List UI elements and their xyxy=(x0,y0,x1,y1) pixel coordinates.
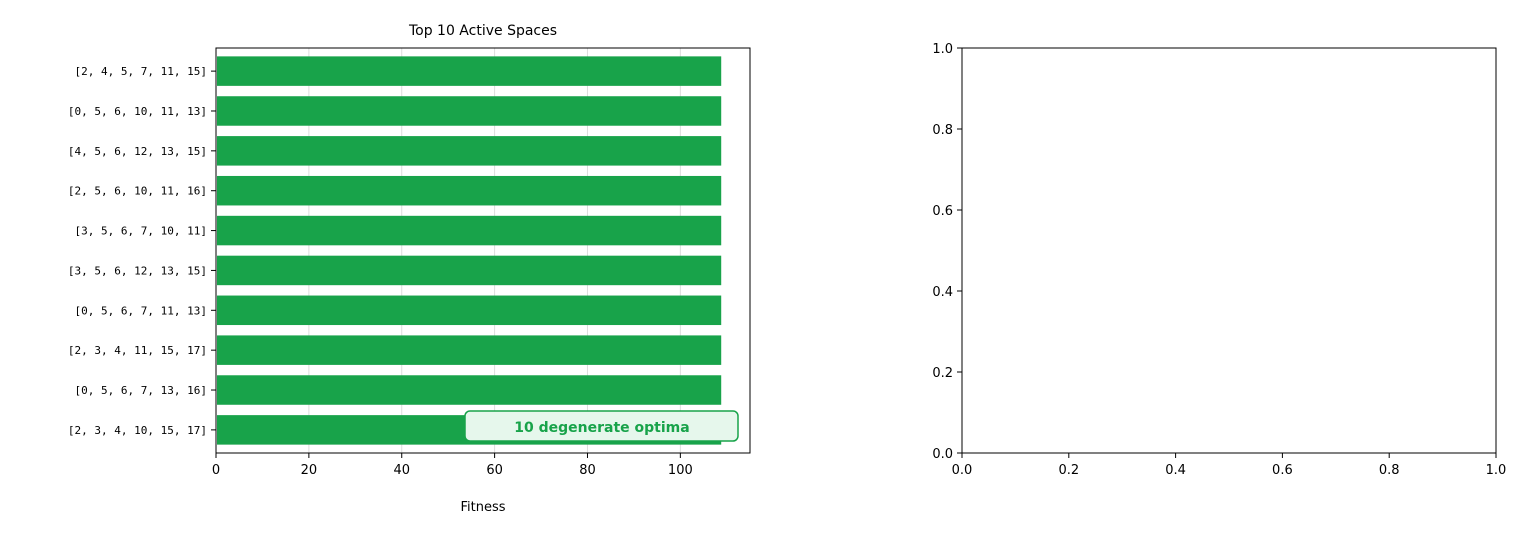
y-tick-label: [3, 5, 6, 12, 13, 15] xyxy=(68,264,207,277)
y-tick-label: 0.8 xyxy=(932,123,953,138)
y-tick-label: [2, 4, 5, 7, 11, 15] xyxy=(75,65,207,78)
y-tick-label: [4, 5, 6, 12, 13, 15] xyxy=(68,145,207,158)
y-tick-label: 0.6 xyxy=(932,204,953,219)
y-tick-label: 0.0 xyxy=(932,447,953,462)
x-tick-label: 40 xyxy=(393,463,410,478)
bar xyxy=(217,56,722,86)
y-tick-label: 0.2 xyxy=(932,366,953,381)
chart-title: Top 10 Active Spaces xyxy=(408,23,557,39)
x-tick-label: 80 xyxy=(579,463,596,478)
bar xyxy=(217,215,722,246)
x-tick-label: 0.2 xyxy=(1058,463,1079,478)
x-tick-label: 0.0 xyxy=(952,463,973,478)
y-tick-label: [0, 5, 6, 7, 11, 13] xyxy=(75,304,207,317)
plot-frame xyxy=(215,47,751,454)
bar xyxy=(217,96,722,126)
x-axis-label: Fitness xyxy=(460,500,505,515)
bar xyxy=(217,335,722,365)
y-tick-label: [2, 5, 6, 10, 11, 16] xyxy=(68,185,207,198)
y-tick-label: [2, 3, 4, 10, 15, 17] xyxy=(68,424,207,437)
x-tick-label: 60 xyxy=(486,463,503,478)
y-tick-label: [0, 5, 6, 10, 11, 13] xyxy=(68,105,207,118)
x-tick-label: 0.4 xyxy=(1165,463,1186,478)
x-tick-label: 100 xyxy=(668,463,693,478)
bar xyxy=(217,255,722,286)
bar-chart: Top 10 Active Spaces [2, 4, 5, 7, 11, 15… xyxy=(68,23,751,515)
y-tick-label: 0.4 xyxy=(932,285,953,300)
y-tick-labels: [2, 4, 5, 7, 11, 15] [0, 5, 6, 10, 11, 13… xyxy=(68,65,216,437)
y-tick-label: [2, 3, 4, 11, 15, 17] xyxy=(68,344,207,357)
x-tick-label: 1.0 xyxy=(1486,463,1507,478)
y-tick-label: [0, 5, 6, 7, 13, 16] xyxy=(75,384,207,397)
bar xyxy=(217,375,722,405)
y-tick-label: [3, 5, 6, 7, 10, 11] xyxy=(75,225,207,238)
bar xyxy=(217,295,722,326)
y-tick-labels: 0.0 0.2 0.4 0.6 0.8 1.0 xyxy=(932,42,962,462)
x-tick-label: 20 xyxy=(301,463,318,478)
bar xyxy=(217,136,722,166)
x-tick-labels: 0.0 0.2 0.4 0.6 0.8 1.0 xyxy=(952,453,1507,478)
y-tick-label: 1.0 xyxy=(932,42,953,57)
annotation-text: 10 degenerate optima xyxy=(514,420,689,436)
x-tick-label: 0 xyxy=(212,463,220,478)
x-tick-labels: 0 20 40 60 80 100 xyxy=(212,453,693,478)
empty-axes: 0.0 0.2 0.4 0.6 0.8 1.0 0.0 0.2 0.4 0.6 0.8 1.0 xyxy=(932,42,1506,478)
bars xyxy=(217,56,722,445)
bar xyxy=(217,175,722,206)
x-tick-label: 0.8 xyxy=(1379,463,1400,478)
annotation-box: 10 degenerate optima xyxy=(464,410,739,442)
x-tick-label: 0.6 xyxy=(1272,463,1293,478)
plot-frame-empty xyxy=(961,47,1497,454)
annotation-background xyxy=(464,410,739,442)
